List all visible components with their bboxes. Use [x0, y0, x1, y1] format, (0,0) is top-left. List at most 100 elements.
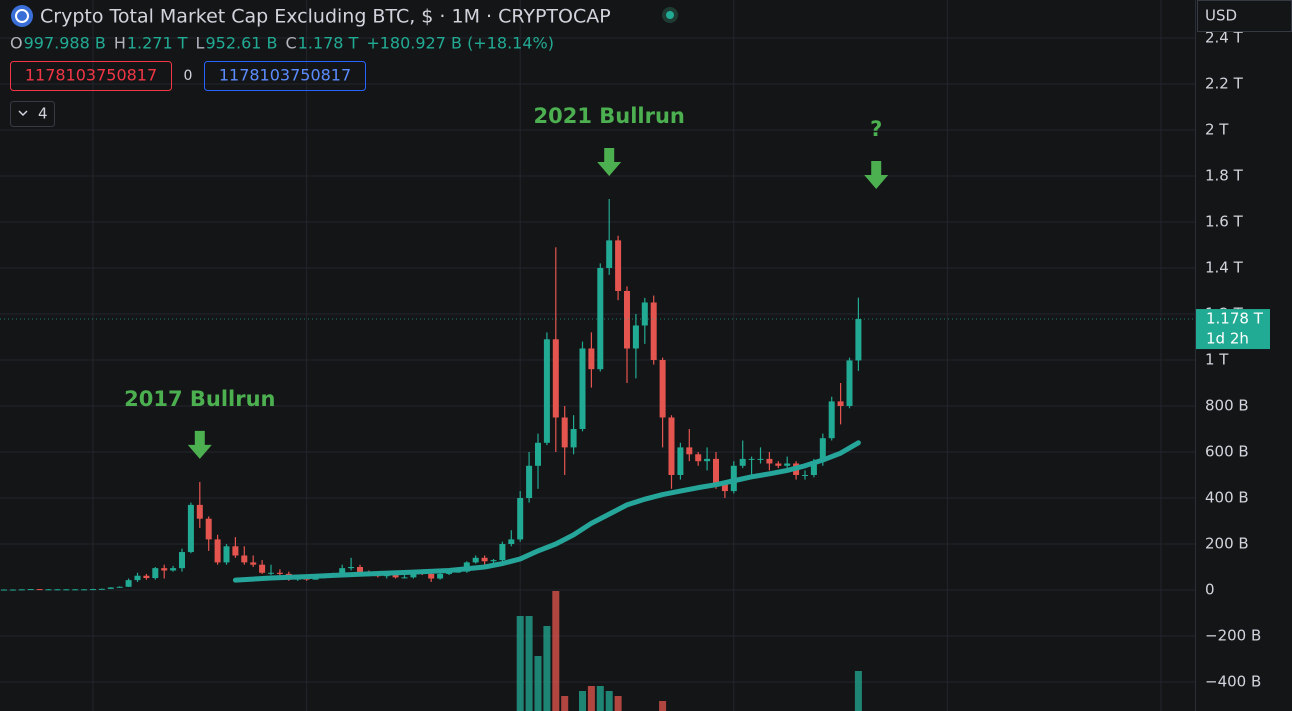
ohlc-label: O — [10, 34, 23, 53]
volume-bar — [605, 691, 613, 711]
candle-body — [721, 484, 728, 492]
y-tick-label: 2.2 T — [1205, 74, 1244, 92]
candle-body — [668, 417, 675, 475]
volume-bar — [552, 591, 560, 711]
ohlc-legend: O 997.988 B H 1.271 T L 952.61 B C 1.178 T +180.… — [10, 34, 554, 53]
candle-body — [588, 348, 595, 370]
price-axis: 2.4 T2.2 T2 T1.8 T1.6 T1.4 T1.2 T1 T800 … — [1196, 28, 1270, 691]
ohlc-value: 952.61 B — [205, 34, 277, 53]
candle-body — [250, 562, 257, 565]
candle-body — [543, 339, 550, 443]
candle-body — [276, 572, 283, 574]
candle-body — [686, 447, 693, 455]
ohlc-value: 1.271 T — [127, 34, 188, 53]
candle-body — [766, 458, 773, 464]
candle-body — [775, 463, 782, 466]
indicator-value: 0 — [184, 68, 193, 84]
candle-body — [259, 564, 266, 573]
annotation-arrow — [597, 147, 622, 176]
candle-body — [677, 447, 684, 475]
volume-bar — [659, 701, 667, 711]
candle-body — [357, 567, 363, 573]
candle-body — [606, 240, 613, 268]
candle-body — [802, 474, 808, 476]
annotation-text: ? — [870, 117, 882, 141]
volume-bar — [516, 616, 524, 711]
candle-body — [748, 458, 755, 460]
y-tick-label: 200 B — [1205, 535, 1249, 553]
candle-body — [481, 557, 488, 562]
currency-box[interactable] — [1197, 0, 1292, 32]
candle-body — [125, 580, 132, 587]
candle-body — [713, 458, 719, 485]
y-tick-label: 1.8 T — [1205, 166, 1244, 184]
candle-body — [632, 325, 639, 349]
ohlc-value: 1.178 T — [298, 34, 359, 53]
y-tick-label: 0 — [1205, 581, 1215, 599]
indicator-value: 1178103750817 — [219, 66, 351, 85]
indicator-count: 4 — [38, 105, 48, 123]
candle-body — [205, 518, 212, 540]
candle-body — [232, 546, 239, 556]
candle-body — [526, 465, 533, 498]
annotation-arrow — [187, 430, 212, 459]
collapse-button[interactable] — [10, 101, 55, 127]
candle-body — [72, 589, 79, 591]
candle-body — [179, 552, 185, 569]
candle-body — [9, 589, 16, 591]
volume-bar — [614, 696, 622, 711]
candle-body — [659, 359, 666, 418]
candle-body — [81, 589, 88, 591]
y-tick-label: 1.6 T — [1205, 212, 1244, 230]
volume-bar — [587, 686, 595, 711]
currency: USD — [1205, 7, 1237, 25]
candle-body — [855, 319, 862, 361]
price-tag-value: 1.178 T — [1206, 310, 1264, 328]
candle-body — [98, 588, 105, 590]
candle-body — [116, 586, 123, 588]
candle-body — [36, 589, 43, 591]
candle-body — [90, 589, 96, 591]
candle-body — [579, 348, 586, 429]
candle-body — [650, 302, 657, 360]
candle-body — [187, 504, 194, 553]
candle-body — [837, 401, 844, 406]
indicator-box[interactable] — [204, 61, 366, 91]
candle-body — [161, 568, 168, 571]
candle-body — [517, 497, 524, 540]
candle-body — [570, 428, 577, 448]
annotation-arrow — [864, 161, 889, 189]
volume-bar — [525, 616, 533, 711]
logo-mark — [15, 9, 29, 23]
ohlc-label: L — [196, 34, 205, 53]
candle-body — [704, 458, 711, 462]
candle-body — [63, 589, 70, 591]
candle-body — [241, 555, 248, 563]
y-tick-label: 2.4 T — [1205, 28, 1244, 46]
indicator-box[interactable] — [10, 61, 172, 91]
annotation-text: 2017 Bullrun — [124, 387, 275, 411]
candle-body — [214, 539, 221, 563]
y-tick-label: 400 B — [1205, 488, 1249, 506]
candle-body — [739, 458, 746, 466]
candle-body — [472, 557, 479, 563]
candle-body — [196, 504, 203, 519]
volume-bar — [596, 686, 604, 711]
plot: 2017 Bullrun 2021 Bullrun? — [0, 104, 1195, 711]
volume-bar — [534, 656, 542, 711]
candle-body — [695, 454, 702, 462]
candle-body — [615, 240, 622, 291]
indicator-value: 1178103750817 — [25, 66, 157, 85]
annotation-text: 2021 Bullrun — [534, 104, 685, 128]
candle-body — [454, 571, 461, 573]
candle-body — [152, 568, 159, 579]
price-change: +180.927 B (+18.14%) — [366, 34, 554, 53]
candle-body — [499, 544, 506, 561]
ohlc-label: C — [286, 34, 297, 53]
candle-body — [392, 575, 399, 578]
chart-title: Crypto Total Market Cap Excluding BTC, $… — [40, 6, 611, 28]
candle-body — [490, 560, 497, 562]
candle-body — [383, 575, 390, 577]
candle-body — [828, 401, 835, 439]
